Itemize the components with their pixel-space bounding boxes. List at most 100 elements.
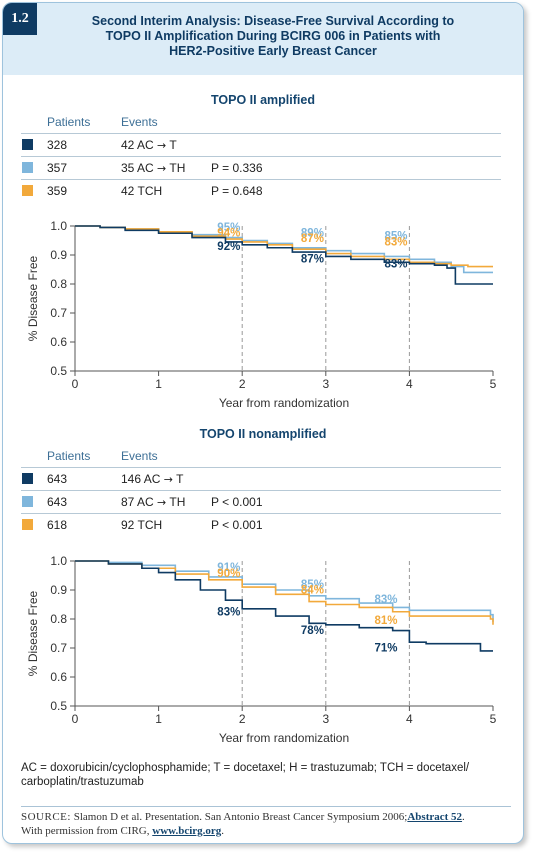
figure-header bbox=[3, 3, 523, 75]
percent-annotation: 78% bbox=[301, 625, 324, 637]
figure-card: 1.2 Second Interim Analysis: Disease-Fre… bbox=[2, 2, 524, 844]
survival-curve-1 bbox=[75, 560, 494, 625]
percent-annotation: 92% bbox=[217, 241, 240, 253]
table-row: 643 87 AC → TH P < 0.001 bbox=[21, 490, 501, 513]
survival-curve-1 bbox=[75, 225, 493, 268]
table-row: 618 92 TCH P < 0.001 bbox=[21, 513, 501, 536]
panel-1-table-header: Patients Events bbox=[21, 113, 501, 133]
col-events-header: Events bbox=[121, 115, 158, 129]
percent-annotation: 83% bbox=[217, 607, 240, 619]
x-tick-label: 0 bbox=[72, 377, 79, 391]
col-events-header: Events bbox=[121, 449, 158, 463]
events-cell: 92 TCH bbox=[121, 518, 163, 532]
tch-swatch bbox=[22, 185, 33, 196]
col-patients-header: Patients bbox=[47, 449, 91, 463]
percent-annotation: 85% bbox=[301, 579, 324, 591]
panel-2-title: TOPO II nonamplified bbox=[199, 427, 327, 441]
percent-annotation: 83% bbox=[385, 258, 408, 270]
patients-cell: 359 bbox=[47, 184, 68, 198]
percent-annotation: 95% bbox=[217, 222, 240, 234]
percent-annotation: 83% bbox=[385, 236, 408, 248]
y-tick-label: 0.5 bbox=[50, 364, 67, 378]
y-tick-label: 0.8 bbox=[50, 277, 67, 291]
bcirg-link[interactable]: www.bcirg.org bbox=[152, 825, 222, 837]
x-tick-label: 2 bbox=[239, 377, 246, 391]
patients-cell: 643 bbox=[47, 495, 68, 509]
y-tick-label: 0.6 bbox=[50, 335, 67, 349]
panel-1-title: TOPO II amplified bbox=[211, 93, 315, 107]
p-value-cell: P = 0.648 bbox=[211, 184, 263, 198]
tch-swatch bbox=[22, 519, 33, 530]
y-tick-label: 1.0 bbox=[50, 219, 67, 233]
survival-curve-0 bbox=[75, 225, 493, 274]
panel-2-table: Patients Events 643 146 AC → T 643 87 AC… bbox=[21, 447, 501, 536]
x-tick-label: 2 bbox=[239, 712, 246, 726]
source-citation: SOURCE: Slamon D et al. Presentation. Sa… bbox=[21, 806, 511, 838]
percent-annotation: 89% bbox=[301, 228, 324, 240]
x-tick-label: 4 bbox=[406, 712, 413, 726]
chart-topo-amplified: 0.5 0.6 0.7 0.8 0.9 1.0 0 1 2 3 4 5 Year from random… bbox=[26, 219, 497, 410]
arrow-icon: → bbox=[157, 496, 167, 509]
y-axis-label: % Disease Free bbox=[26, 590, 40, 676]
y-tick-label: 0.5 bbox=[50, 699, 67, 713]
chart-topo-nonamplified: 0.5 0.6 0.7 0.8 0.9 1.0 0 1 2 3 4 5 Year from random… bbox=[26, 554, 497, 745]
abbreviations-footnote: AC = doxorubicin/cyclophosphamide; T = d… bbox=[21, 761, 511, 789]
panel-1-table: Patients Events 328 42 AC → T 357 35 AC … bbox=[21, 113, 501, 202]
source-text: Slamon D et al. Presentation. San Antoni… bbox=[73, 811, 408, 823]
events-cell: 35 AC → TH bbox=[121, 161, 186, 175]
percent-annotation: 81% bbox=[374, 615, 397, 627]
figure-number: 1.2 bbox=[3, 3, 37, 35]
p-value-cell: P = 0.336 bbox=[211, 161, 263, 175]
figure-title-line-3: HER2-Positive Early Breast Cancer bbox=[169, 44, 377, 58]
events-cell: 42 TCH bbox=[121, 184, 163, 198]
percent-annotation: 90% bbox=[217, 568, 240, 580]
ac-t-swatch bbox=[22, 473, 33, 484]
footnote-line-1: AC = doxorubicin/cyclophosphamide; T = d… bbox=[21, 762, 470, 774]
table-row: 359 42 TCH P = 0.648 bbox=[21, 179, 501, 202]
y-tick-label: 0.6 bbox=[50, 670, 67, 684]
figure-title: Second Interim Analysis: Disease-Free Su… bbox=[43, 14, 503, 59]
p-value-cell: P < 0.001 bbox=[211, 518, 263, 532]
ac-th-swatch bbox=[22, 496, 33, 507]
x-tick-label: 3 bbox=[322, 712, 329, 726]
patients-cell: 357 bbox=[47, 161, 68, 175]
y-tick-label: 1.0 bbox=[50, 554, 67, 568]
arrow-icon: → bbox=[163, 473, 173, 486]
percent-annotation: 85% bbox=[385, 231, 408, 243]
ac-th-swatch bbox=[22, 162, 33, 173]
panel-2-table-header: Patients Events bbox=[21, 447, 501, 467]
x-tick-label: 0 bbox=[72, 712, 79, 726]
arrow-icon: → bbox=[157, 162, 167, 175]
survival-curve-0 bbox=[75, 560, 494, 622]
survival-curve-2 bbox=[75, 560, 493, 652]
events-cell: 42 AC → T bbox=[121, 138, 177, 152]
y-tick-label: 0.7 bbox=[50, 641, 67, 655]
percent-annotation: 94% bbox=[217, 228, 240, 240]
y-tick-label: 0.7 bbox=[50, 306, 67, 320]
percent-annotation: 91% bbox=[217, 562, 240, 574]
x-axis-label: Year from randomization bbox=[219, 731, 349, 745]
abstract-link[interactable]: Abstract 52 bbox=[407, 811, 463, 823]
footnote-line-2: carboplatin/trastuzumab bbox=[21, 776, 144, 788]
percent-annotation: 87% bbox=[301, 233, 324, 245]
percent-annotation: 71% bbox=[374, 642, 397, 654]
x-tick-label: 1 bbox=[155, 712, 162, 726]
x-axis-label: Year from randomization bbox=[219, 396, 349, 410]
table-row: 357 35 AC → TH P = 0.336 bbox=[21, 156, 501, 179]
col-patients-header: Patients bbox=[47, 115, 91, 129]
x-tick-label: 5 bbox=[490, 377, 497, 391]
events-cell: 146 AC → T bbox=[121, 472, 184, 486]
p-value-cell: P < 0.001 bbox=[211, 495, 263, 509]
table-row: 643 146 AC → T bbox=[21, 467, 501, 490]
events-cell: 87 AC → TH bbox=[121, 495, 186, 509]
x-tick-label: 1 bbox=[155, 377, 162, 391]
percent-annotation: 83% bbox=[374, 594, 397, 606]
percent-annotation: 84% bbox=[301, 584, 324, 596]
ac-t-swatch bbox=[22, 139, 33, 150]
patients-cell: 643 bbox=[47, 472, 68, 486]
x-tick-label: 4 bbox=[406, 377, 413, 391]
source-label: SOURCE: bbox=[21, 811, 71, 823]
y-tick-label: 0.9 bbox=[50, 248, 67, 262]
y-axis-label: % Disease Free bbox=[26, 255, 40, 341]
survival-curve-2 bbox=[75, 225, 493, 285]
